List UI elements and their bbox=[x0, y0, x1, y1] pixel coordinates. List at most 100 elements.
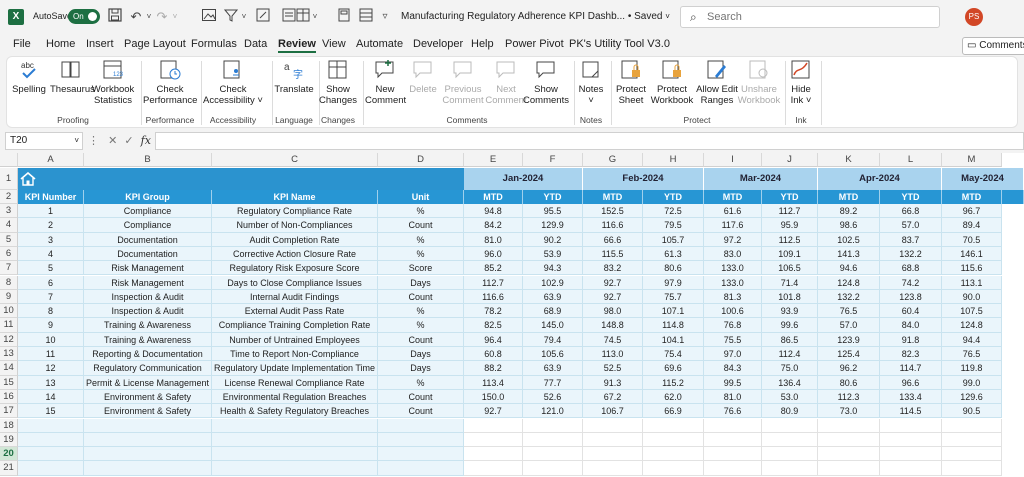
table-cell[interactable]: 109.1 bbox=[762, 246, 818, 262]
empty-cell[interactable] bbox=[942, 418, 1002, 433]
table-cell[interactable]: 97.0 bbox=[704, 347, 762, 362]
table-cell[interactable]: 112.7 bbox=[464, 275, 523, 290]
table-cell[interactable]: 53.9 bbox=[523, 246, 583, 262]
picture-icon[interactable] bbox=[200, 8, 218, 26]
row-header-17[interactable]: 17 bbox=[0, 404, 18, 419]
table-cell[interactable]: 123.9 bbox=[818, 332, 880, 347]
table-cell[interactable]: Risk Management bbox=[84, 261, 212, 276]
table-cell[interactable]: 97.9 bbox=[643, 275, 704, 290]
empty-cell[interactable] bbox=[378, 447, 464, 462]
table-cell[interactable]: 105.7 bbox=[643, 232, 704, 247]
table-cell[interactable]: 114.8 bbox=[643, 318, 704, 333]
empty-cell[interactable] bbox=[818, 461, 880, 476]
table-cell[interactable]: External Audit Pass Rate bbox=[212, 304, 378, 319]
table-cell[interactable]: 83.2 bbox=[583, 261, 643, 276]
table-cell[interactable]: 106.5 bbox=[762, 261, 818, 276]
table-cell[interactable]: 82.5 bbox=[464, 318, 523, 333]
empty-cell[interactable] bbox=[762, 418, 818, 433]
table-cell[interactable]: 75.5 bbox=[704, 332, 762, 347]
row-header-12[interactable]: 12 bbox=[0, 332, 18, 347]
table-cell[interactable]: 113.0 bbox=[583, 347, 643, 362]
table-cell[interactable]: 114.7 bbox=[880, 361, 942, 376]
table-cell[interactable]: % bbox=[378, 375, 464, 390]
table-cell[interactable]: 75.7 bbox=[643, 289, 704, 305]
empty-cell[interactable] bbox=[84, 432, 212, 448]
table-cell[interactable]: 63.9 bbox=[523, 289, 583, 305]
table-cell[interactable]: 8 bbox=[18, 304, 84, 319]
new-comment-button[interactable]: New Comment bbox=[365, 59, 406, 106]
tab-automate[interactable]: Automate bbox=[356, 38, 404, 50]
undo-icon[interactable]: ↶ bbox=[130, 9, 142, 24]
notes-button[interactable]: Notes ˅ bbox=[575, 59, 607, 106]
empty-cell[interactable] bbox=[762, 447, 818, 462]
table-cell[interactable]: 92.7 bbox=[583, 275, 643, 290]
table-cell[interactable]: Days bbox=[378, 347, 464, 362]
table-cell[interactable]: 88.2 bbox=[464, 361, 523, 376]
table-cell[interactable]: 90.2 bbox=[523, 232, 583, 247]
form-icon[interactable] bbox=[280, 8, 298, 26]
table-cell[interactable]: 95.9 bbox=[762, 218, 818, 233]
empty-cell[interactable] bbox=[378, 461, 464, 476]
table-cell[interactable]: 90.5 bbox=[942, 404, 1002, 419]
table-cell[interactable]: 94.6 bbox=[818, 261, 880, 276]
table-cell[interactable]: 79.4 bbox=[523, 332, 583, 347]
row-header-1[interactable]: 1 bbox=[0, 168, 18, 190]
allow-edit-ranges-button[interactable]: Allow Edit Ranges bbox=[695, 59, 739, 106]
table-cell[interactable]: Environmental Regulation Breaches bbox=[212, 389, 378, 405]
spelling-button[interactable]: abc Spelling bbox=[12, 61, 46, 95]
empty-cell[interactable] bbox=[880, 432, 942, 448]
redo-dropdown-icon[interactable]: ˅ bbox=[172, 12, 178, 21]
table-cell[interactable]: Count bbox=[378, 218, 464, 233]
filter-icon[interactable] bbox=[222, 8, 240, 26]
table-cell[interactable]: % bbox=[378, 318, 464, 333]
empty-cell[interactable] bbox=[464, 432, 523, 448]
table-cell[interactable]: 107.5 bbox=[942, 304, 1002, 319]
table-cell[interactable]: 62.0 bbox=[643, 389, 704, 405]
table-cell[interactable]: Inspection & Audit bbox=[84, 289, 212, 305]
table-cell[interactable]: 105.6 bbox=[523, 347, 583, 362]
table-cell[interactable]: 61.6 bbox=[704, 204, 762, 219]
table-cell[interactable]: 2 bbox=[18, 218, 84, 233]
table-cell[interactable]: 78.2 bbox=[464, 304, 523, 319]
empty-cell[interactable] bbox=[464, 447, 523, 462]
enter-icon[interactable]: ✓ bbox=[124, 135, 134, 147]
table-cell[interactable]: 101.8 bbox=[762, 289, 818, 305]
table-cell[interactable]: 123.8 bbox=[880, 289, 942, 305]
table-cell[interactable]: 14 bbox=[18, 389, 84, 405]
empty-cell[interactable] bbox=[942, 447, 1002, 462]
table-cell[interactable]: 68.8 bbox=[880, 261, 942, 276]
tab-pk-utility-tool[interactable]: PK's Utility Tool V3.0 bbox=[569, 38, 670, 50]
row-header-10[interactable]: 10 bbox=[0, 304, 18, 319]
table-cell[interactable]: 112.5 bbox=[762, 232, 818, 247]
row-header-14[interactable]: 14 bbox=[0, 361, 18, 376]
column-header-k[interactable]: K bbox=[818, 153, 880, 167]
table-cell[interactable]: 6 bbox=[18, 275, 84, 290]
tab-data[interactable]: Data bbox=[244, 38, 268, 50]
table-cell[interactable]: 102.9 bbox=[523, 275, 583, 290]
thesaurus-button[interactable]: Thesaurus bbox=[50, 59, 95, 95]
table-cell[interactable]: 84.0 bbox=[880, 318, 942, 333]
row-header-16[interactable]: 16 bbox=[0, 389, 18, 405]
table-cell[interactable]: 71.4 bbox=[762, 275, 818, 290]
table-cell[interactable]: 52.6 bbox=[523, 389, 583, 405]
table-cell[interactable]: 7 bbox=[18, 289, 84, 305]
table-cell[interactable]: Compliance bbox=[84, 204, 212, 219]
table-cell[interactable]: 84.3 bbox=[704, 361, 762, 376]
table-cell[interactable]: 13 bbox=[18, 375, 84, 390]
row-header-13[interactable]: 13 bbox=[0, 347, 18, 362]
table-cell[interactable]: Inspection & Audit bbox=[84, 304, 212, 319]
table-cell[interactable]: 90.0 bbox=[942, 289, 1002, 305]
table-cell[interactable]: 76.8 bbox=[704, 318, 762, 333]
table-cell[interactable]: 96.4 bbox=[464, 332, 523, 347]
tab-developer[interactable]: Developer bbox=[413, 38, 464, 50]
empty-cell[interactable] bbox=[643, 432, 704, 448]
table-cell[interactable]: Time to Report Non-Compliance bbox=[212, 347, 378, 362]
tab-home[interactable]: Home bbox=[46, 38, 76, 50]
table-cell[interactable]: 92.7 bbox=[464, 404, 523, 419]
tab-insert[interactable]: Insert bbox=[86, 38, 114, 50]
table-cell[interactable]: % bbox=[378, 204, 464, 219]
empty-cell[interactable] bbox=[942, 461, 1002, 476]
tab-review[interactable]: Review bbox=[278, 38, 316, 53]
select-all-corner[interactable] bbox=[0, 153, 18, 167]
table-cell[interactable]: Days to Close Compliance Issues bbox=[212, 275, 378, 290]
